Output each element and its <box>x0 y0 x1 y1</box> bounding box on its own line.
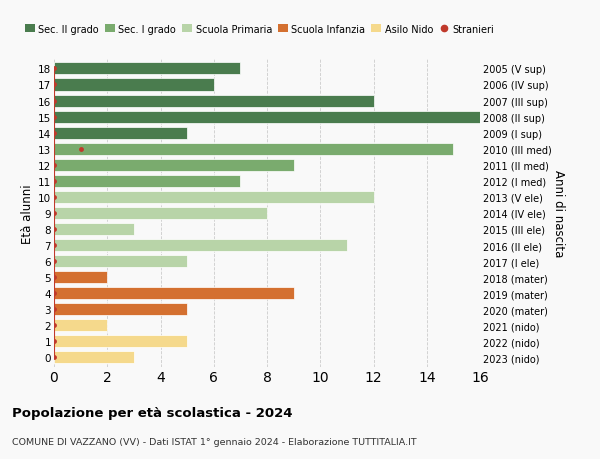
Bar <box>54 63 241 75</box>
Bar <box>54 224 134 235</box>
Legend: Sec. II grado, Sec. I grado, Scuola Primaria, Scuola Infanzia, Asilo Nido, Stran: Sec. II grado, Sec. I grado, Scuola Prim… <box>25 24 494 34</box>
Bar <box>54 207 267 219</box>
Bar <box>54 143 454 156</box>
Bar <box>54 191 373 203</box>
Bar <box>54 287 293 300</box>
Bar <box>54 95 373 107</box>
Bar <box>54 112 480 123</box>
Bar <box>54 240 347 252</box>
Bar <box>54 271 107 284</box>
Bar <box>54 127 187 140</box>
Bar <box>54 319 107 331</box>
Text: Popolazione per età scolastica - 2024: Popolazione per età scolastica - 2024 <box>12 406 293 419</box>
Bar <box>54 303 187 315</box>
Y-axis label: Età alunni: Età alunni <box>21 184 34 243</box>
Bar <box>54 79 214 91</box>
Bar <box>54 175 241 187</box>
Text: COMUNE DI VAZZANO (VV) - Dati ISTAT 1° gennaio 2024 - Elaborazione TUTTITALIA.IT: COMUNE DI VAZZANO (VV) - Dati ISTAT 1° g… <box>12 437 416 446</box>
Bar <box>54 336 187 347</box>
Bar <box>54 352 134 364</box>
Bar <box>54 159 293 171</box>
Bar <box>54 256 187 268</box>
Y-axis label: Anni di nascita: Anni di nascita <box>553 170 565 257</box>
